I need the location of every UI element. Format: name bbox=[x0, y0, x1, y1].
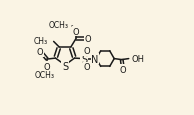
Text: O: O bbox=[119, 65, 126, 74]
Text: OCH₃: OCH₃ bbox=[49, 21, 69, 30]
Text: O: O bbox=[84, 35, 91, 44]
Text: O: O bbox=[37, 48, 43, 57]
Text: S: S bbox=[81, 54, 87, 64]
Text: O: O bbox=[44, 62, 50, 71]
Text: S: S bbox=[62, 62, 68, 72]
Text: O: O bbox=[83, 63, 90, 71]
Text: OCH₃: OCH₃ bbox=[35, 70, 55, 79]
Text: O: O bbox=[73, 27, 79, 36]
Text: OH: OH bbox=[131, 55, 144, 64]
Text: CH₃: CH₃ bbox=[34, 37, 48, 46]
Text: N: N bbox=[91, 54, 99, 64]
Text: O: O bbox=[83, 47, 90, 56]
